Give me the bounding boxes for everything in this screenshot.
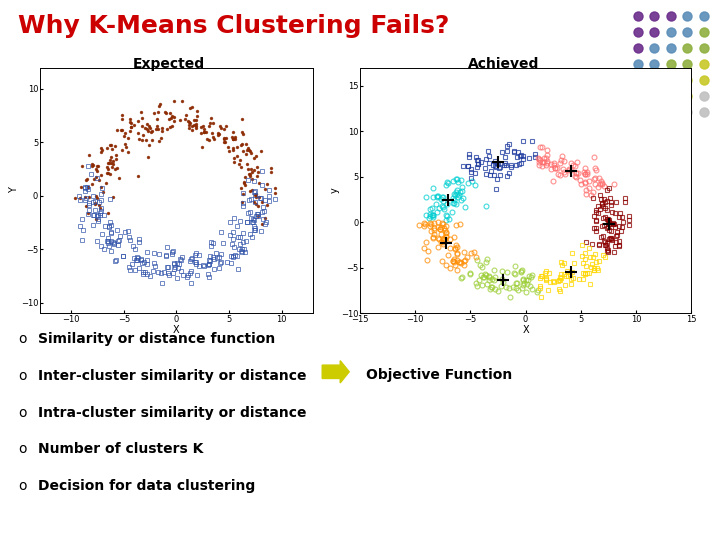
Text: Number of clusters K: Number of clusters K xyxy=(38,442,204,456)
Text: Inter-cluster similarity or distance: Inter-cluster similarity or distance xyxy=(38,369,307,383)
Text: Expected: Expected xyxy=(133,57,205,71)
Text: o: o xyxy=(18,442,27,456)
Text: o: o xyxy=(18,369,27,383)
Text: Intra-cluster similarity or distance: Intra-cluster similarity or distance xyxy=(38,406,307,420)
Text: Achieved: Achieved xyxy=(468,57,540,71)
Text: o: o xyxy=(18,479,27,493)
X-axis label: X: X xyxy=(173,325,180,335)
Y-axis label: Y: Y xyxy=(9,187,19,193)
Text: o: o xyxy=(18,406,27,420)
Y-axis label: y: y xyxy=(330,187,340,193)
Text: Objective Function: Objective Function xyxy=(366,368,512,382)
X-axis label: X: X xyxy=(522,325,529,335)
Text: Decision for data clustering: Decision for data clustering xyxy=(38,479,256,493)
Text: Why K-Means Clustering Fails?: Why K-Means Clustering Fails? xyxy=(18,14,449,37)
Text: Similarity or distance function: Similarity or distance function xyxy=(38,332,276,346)
Text: o: o xyxy=(18,332,27,346)
FancyArrow shape xyxy=(323,361,349,383)
